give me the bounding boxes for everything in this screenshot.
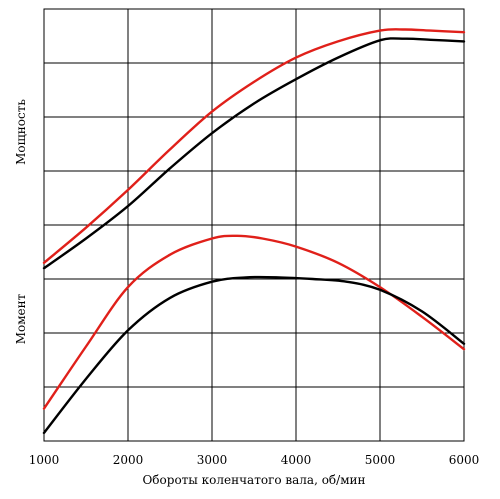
- x-tick-label: 6000: [449, 453, 480, 467]
- x-tick-label: 5000: [365, 453, 396, 467]
- x-tick-label: 4000: [281, 453, 312, 467]
- grid: [43, 8, 465, 442]
- series-line-2: [42, 37, 466, 270]
- x-tick-labels: 1000 2000 3000 4000 5000 6000: [29, 453, 480, 467]
- series-line-1: [42, 28, 466, 264]
- x-axis-label: Обороты коленчатого вала, об/мин: [142, 473, 365, 487]
- y-axis-label-torque: Момент: [14, 293, 28, 344]
- x-tick-label: 3000: [197, 453, 228, 467]
- y-axis-label-power: Мощность: [14, 99, 28, 165]
- x-tick-label: 1000: [29, 453, 60, 467]
- series-lines: [42, 28, 466, 435]
- x-tick-label: 2000: [113, 453, 144, 467]
- series-line-4: [42, 275, 466, 435]
- series-line-3: [42, 234, 466, 410]
